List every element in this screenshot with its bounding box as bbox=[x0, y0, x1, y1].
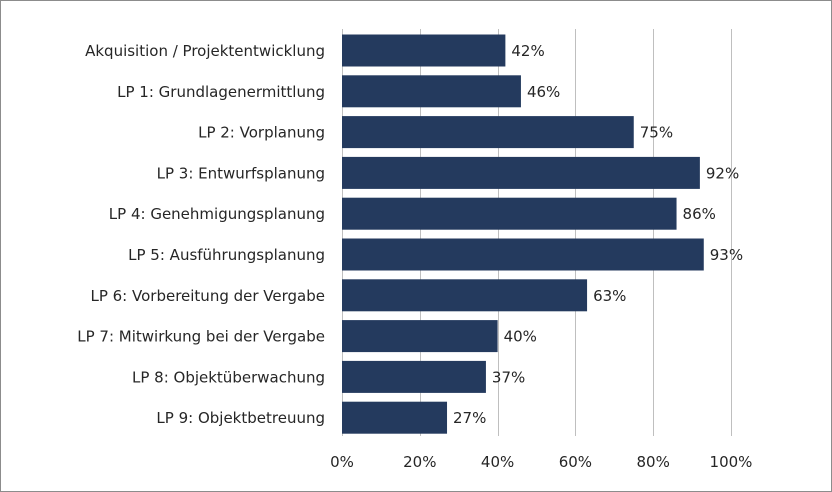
bar-7 bbox=[342, 320, 498, 353]
data-label-0: 42% bbox=[511, 42, 544, 60]
category-label-7: LP 7: Mitwirkung bei der Vergabe bbox=[77, 328, 325, 346]
bar-3 bbox=[342, 156, 700, 189]
category-label-3: LP 3: Entwurfsplanung bbox=[157, 164, 325, 182]
data-label-2: 75% bbox=[640, 124, 673, 142]
data-label-8: 37% bbox=[492, 368, 525, 386]
bar-6 bbox=[342, 279, 588, 312]
x-tick-label-0: 0% bbox=[330, 453, 354, 471]
category-label-1: LP 1: Grundlagenermittlung bbox=[117, 83, 325, 101]
x-tick-label-5: 100% bbox=[710, 453, 753, 471]
data-label-1: 46% bbox=[527, 83, 560, 101]
data-labels: 42% 46% 75% 92% 86% 93% 63% 40% 37% 27% bbox=[453, 42, 743, 427]
x-tick-label-4: 80% bbox=[637, 453, 670, 471]
category-label-2: LP 2: Vorplanung bbox=[198, 124, 325, 142]
bar-5 bbox=[342, 238, 704, 271]
category-label-6: LP 6: Vorbereitung der Vergabe bbox=[90, 287, 325, 305]
data-label-7: 40% bbox=[504, 328, 537, 346]
bar-2 bbox=[342, 116, 634, 149]
category-label-0: Akquisition / Projektentwicklung bbox=[85, 42, 325, 60]
bars bbox=[342, 34, 704, 434]
category-label-8: LP 8: Objektüberwachung bbox=[132, 368, 325, 386]
x-axis-tick-labels: 0% 20% 40% 60% 80% 100% bbox=[330, 453, 752, 471]
bar-1 bbox=[342, 75, 521, 108]
data-label-4: 86% bbox=[683, 205, 716, 223]
x-tick-label-3: 60% bbox=[559, 453, 592, 471]
category-label-4: LP 4: Genehmigungsplanung bbox=[109, 205, 325, 223]
data-label-6: 63% bbox=[593, 287, 626, 305]
category-labels: Akquisition / Projektentwicklung LP 1: Gr… bbox=[77, 42, 325, 427]
data-label-9: 27% bbox=[453, 409, 486, 427]
bar-8 bbox=[342, 360, 486, 393]
bar-9 bbox=[342, 401, 448, 434]
category-label-9: LP 9: Objektbetreuung bbox=[156, 409, 325, 427]
bar-0 bbox=[342, 34, 506, 67]
x-tick-label-1: 20% bbox=[403, 453, 436, 471]
category-label-5: LP 5: Ausführungsplanung bbox=[128, 246, 325, 264]
x-tick-label-2: 40% bbox=[481, 453, 514, 471]
data-label-5: 93% bbox=[710, 246, 743, 264]
data-label-3: 92% bbox=[706, 164, 739, 182]
bar-4 bbox=[342, 197, 677, 230]
